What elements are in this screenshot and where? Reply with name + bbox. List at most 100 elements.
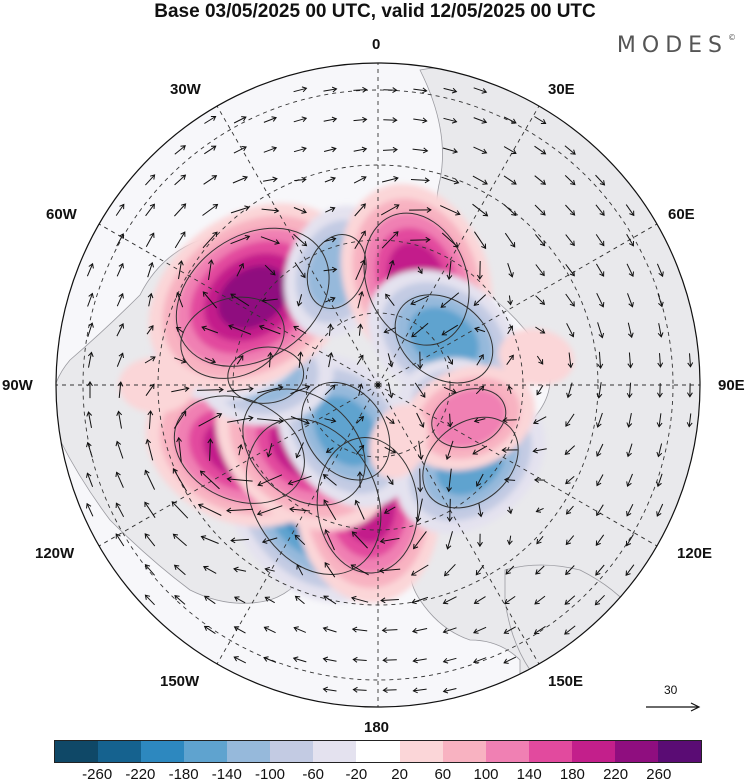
anomaly-level	[369, 404, 429, 479]
wind-vector	[565, 505, 574, 515]
wind-vector	[354, 230, 366, 250]
colorbar-tick-label: -180	[168, 766, 199, 783]
wind-vector	[535, 326, 546, 334]
wind-vector	[230, 293, 250, 307]
wind-vector	[382, 687, 397, 694]
wind-vector	[414, 382, 426, 398]
lon-label-180: 180	[364, 719, 390, 736]
contour-ring	[175, 227, 330, 367]
wind-vector	[294, 176, 307, 183]
wind-vector	[411, 596, 429, 605]
wind-vector	[383, 327, 396, 334]
wind-vector	[441, 176, 460, 185]
wind-vector	[507, 535, 513, 546]
wind-vector	[503, 116, 517, 124]
wind-vector	[322, 474, 337, 486]
wind-vector	[504, 232, 516, 248]
anomaly-level	[118, 356, 195, 414]
wind-vector	[412, 147, 429, 154]
anomaly-level	[217, 265, 288, 329]
wind-vector	[233, 566, 247, 573]
wind-vector	[176, 436, 182, 463]
wind-vector	[627, 293, 634, 308]
wind-vector	[386, 259, 395, 280]
wind-vector	[656, 503, 664, 517]
colorbar-segment	[227, 741, 271, 762]
wind-vector	[473, 87, 488, 94]
contour-ring	[394, 294, 494, 384]
wind-vector	[290, 384, 311, 395]
wind-vector	[533, 477, 546, 483]
wind-vector	[357, 290, 364, 309]
colorbar-segment	[141, 741, 185, 762]
wind-vector	[174, 203, 187, 217]
wind-vector	[87, 351, 94, 368]
contour-ring	[422, 416, 519, 509]
wind-vector	[627, 322, 634, 339]
wind-vector	[86, 262, 94, 277]
wind-vector	[116, 410, 123, 429]
colorbar-tick-label: 260	[646, 766, 672, 783]
wind-vector	[442, 147, 459, 154]
wind-vector	[322, 686, 337, 693]
map-title: Base 03/05/2025 00 UTC, valid 12/05/2025…	[154, 1, 596, 22]
wind-vector	[534, 145, 547, 155]
wind-vector	[476, 353, 484, 366]
wind-vector	[324, 236, 337, 243]
anomaly-level	[498, 328, 575, 386]
colorbar-tick-label: 60	[434, 766, 452, 783]
wind-vector	[686, 413, 693, 428]
contour-ring	[180, 296, 285, 379]
wind-vector	[565, 263, 575, 277]
wind-vector	[417, 266, 423, 275]
wind-vector	[656, 473, 663, 488]
wind-vector	[380, 204, 400, 216]
wind-vector	[475, 385, 485, 395]
wind-vector	[381, 176, 399, 183]
wind-vector	[197, 503, 222, 516]
wind-vector	[296, 294, 303, 307]
wind-vector	[417, 440, 424, 461]
wind-vector	[144, 594, 155, 606]
wind-vector	[410, 236, 431, 243]
wind-vector	[596, 382, 603, 399]
wind-vector	[261, 297, 278, 304]
wind-vector	[447, 355, 453, 365]
wind-vector	[656, 443, 663, 458]
wind-vector	[264, 264, 276, 276]
wind-vector	[115, 203, 125, 216]
wind-vector	[266, 443, 273, 458]
wind-vector	[503, 656, 517, 664]
wind-vector	[656, 383, 663, 398]
wind-vector	[534, 175, 547, 185]
wind-vector	[472, 203, 489, 217]
wind-vector	[232, 175, 248, 184]
wind-vector	[145, 438, 154, 461]
wind-vector	[477, 533, 483, 548]
wind-vector	[350, 564, 369, 576]
wind-vector	[507, 295, 513, 306]
wind-vector	[263, 116, 277, 123]
wind-vector	[233, 656, 247, 664]
map-border	[55, 62, 701, 708]
wind-vector	[442, 687, 457, 694]
wind-vector	[323, 116, 338, 123]
wind-vector	[230, 235, 251, 245]
wind-vector	[533, 625, 546, 635]
wind-vector	[595, 263, 605, 277]
wind-vector	[204, 145, 217, 155]
wind-vector	[171, 386, 190, 393]
wind-vector	[230, 205, 250, 214]
wind-vector	[442, 657, 457, 664]
lon-label-150w: 150W	[160, 673, 200, 690]
colorbar-tick-label: -20	[345, 766, 368, 783]
wind-vector	[260, 236, 280, 245]
wind-vector	[507, 385, 513, 395]
wind-vector	[445, 531, 453, 550]
wind-vector	[625, 204, 635, 217]
wind-vector	[324, 296, 336, 303]
wind-vector	[626, 382, 633, 399]
wind-vector	[207, 438, 214, 461]
wind-vector	[566, 382, 573, 399]
wind-vector	[327, 323, 334, 336]
